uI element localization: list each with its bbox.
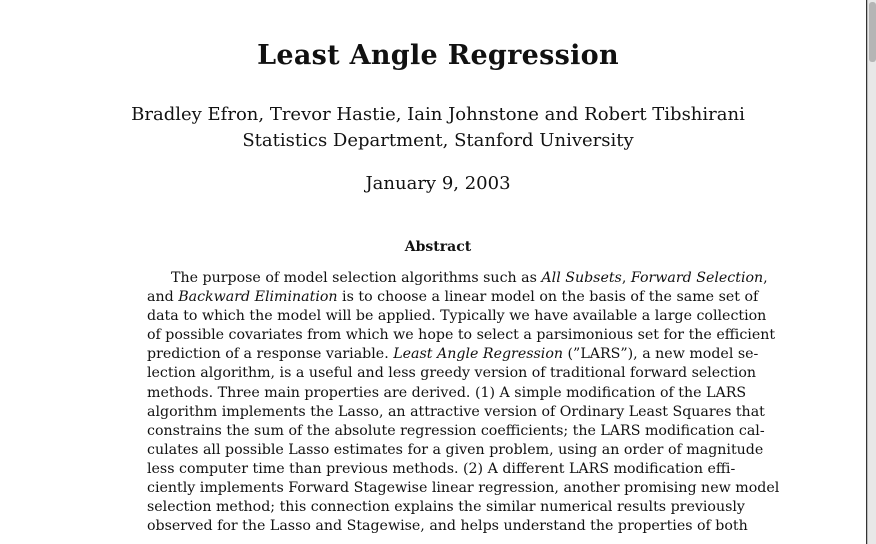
author-list: Bradley Efron, Trevor Hastie, Iain Johns… xyxy=(131,104,745,125)
abstract-line: selection method; this connection explai… xyxy=(147,499,745,516)
abstract-line: lection algorithm, is a useful and less … xyxy=(147,365,757,382)
vertical-scrollbar[interactable] xyxy=(867,0,876,544)
abstract-line: methods. Three main properties are deriv… xyxy=(147,384,747,401)
abstract-body: The purpose of model selection algorithm… xyxy=(147,269,780,536)
abstract-line: ciently implements Forward Stagewise lin… xyxy=(147,480,780,497)
scrollbar-thumb[interactable] xyxy=(869,2,876,62)
affiliation: Statistics Department, Stanford Universi… xyxy=(242,130,634,151)
abstract-line: prediction of a response variable. Least… xyxy=(147,346,759,363)
abstract-line: culates all possible Lasso estimates for… xyxy=(147,441,764,458)
abstract-line: data to which the model will be applied.… xyxy=(147,308,767,325)
abstract-heading: Abstract xyxy=(404,239,472,255)
abstract-line: observed for the Lasso and Stagewise, an… xyxy=(147,518,748,535)
abstract-line: of possible covariates from which we hop… xyxy=(147,327,776,344)
paper-title: Least Angle Regression xyxy=(257,40,619,71)
abstract-line: The purpose of model selection algorithm… xyxy=(171,270,768,286)
abstract-line: and Backward Elimination is to choose a … xyxy=(147,289,759,306)
abstract-line: constrains the sum of the absolute regre… xyxy=(147,422,765,439)
abstract-line: less computer time than previous methods… xyxy=(147,460,736,477)
abstract-line: algorithm implements the Lasso, an attra… xyxy=(147,403,765,420)
publication-date: January 9, 2003 xyxy=(365,173,511,194)
